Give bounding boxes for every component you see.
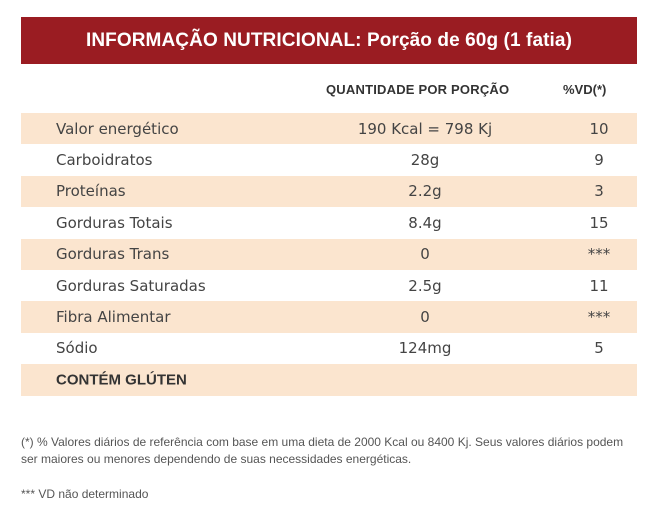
nutrient-quantity: 2.2g (408, 182, 442, 201)
nutrient-name: Gorduras Totais (56, 213, 173, 232)
nutrient-quantity: 0 (420, 308, 430, 327)
nutrient-vd: *** (587, 308, 611, 327)
table-row: Gorduras Trans 0 *** (21, 238, 637, 270)
table-row: Gorduras Saturadas 2.5g 11 (21, 270, 637, 301)
table-row: Fibra Alimentar 0 *** (21, 301, 637, 333)
table-row: Gorduras Totais 8.4g 15 (21, 207, 637, 238)
nutrient-name: Sódio (56, 339, 98, 358)
nutrient-name: Gorduras Trans (56, 245, 170, 264)
vd-column-header: %VD(*) (563, 82, 607, 97)
nutrient-quantity: 0 (420, 245, 430, 264)
nutrient-quantity: 190 Kcal = 798 Kj (357, 119, 493, 138)
nutrient-quantity: 28g (410, 151, 440, 170)
nutrition-title-bar: INFORMAÇÃO NUTRICIONAL: Porção de 60g (1… (21, 17, 637, 64)
table-row: Carboidratos 28g 9 (21, 144, 637, 175)
nutrient-vd: 11 (589, 276, 609, 295)
table-row: Valor energético 190 Kcal = 798 Kj 10 (21, 113, 637, 145)
quantity-column-header: QUANTIDADE POR PORÇÃO (326, 82, 510, 97)
column-headers: QUANTIDADE POR PORÇÃO %VD(*) (21, 76, 637, 104)
table-row: Proteínas 2.2g 3 (21, 175, 637, 208)
reference-footnote: (*) % Valores diários de referência com … (21, 435, 624, 466)
nutrition-table: Valor energético 190 Kcal = 798 Kj 10 Ca… (21, 113, 637, 396)
nutrient-vd: 10 (589, 119, 609, 138)
allergen-row: CONTÉM GLÚTEN (21, 364, 637, 396)
nutrient-name: Proteínas (56, 182, 126, 201)
allergen-warning: CONTÉM GLÚTEN (56, 371, 187, 389)
nutrient-vd: 15 (589, 213, 609, 232)
nutrient-name: Carboidratos (56, 151, 153, 170)
nutrient-quantity: 8.4g (408, 213, 442, 232)
nutrient-name: Fibra Alimentar (56, 308, 171, 327)
nutrient-quantity: 2.5g (408, 276, 442, 295)
not-determined-footnote: *** VD não determinado (21, 487, 149, 501)
table-row: Sódio 124mg 5 (21, 333, 637, 364)
nutrient-vd: 9 (594, 151, 604, 170)
nutrient-quantity: 124mg (398, 339, 452, 358)
nutrient-vd: 5 (594, 339, 604, 358)
nutrient-name: Valor energético (56, 119, 179, 138)
nutrient-vd: 3 (594, 182, 604, 201)
nutrient-name: Gorduras Saturadas (56, 276, 206, 295)
nutrient-vd: *** (587, 245, 611, 264)
nutrition-title: INFORMAÇÃO NUTRICIONAL: Porção de 60g (1… (85, 29, 573, 51)
